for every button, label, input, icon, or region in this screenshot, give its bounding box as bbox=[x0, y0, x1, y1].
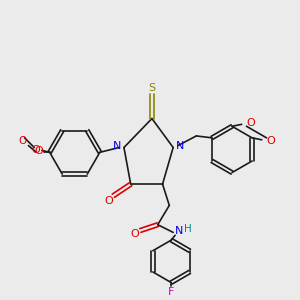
Text: O: O bbox=[104, 196, 113, 206]
Text: N: N bbox=[113, 141, 122, 151]
Text: H: H bbox=[184, 224, 191, 233]
Text: N: N bbox=[176, 141, 184, 151]
Text: O: O bbox=[130, 229, 139, 239]
Text: O: O bbox=[246, 118, 255, 128]
Text: O: O bbox=[32, 146, 40, 155]
Text: O: O bbox=[19, 136, 27, 146]
Text: N: N bbox=[175, 226, 183, 236]
Text: F: F bbox=[168, 287, 174, 297]
Text: S: S bbox=[148, 83, 155, 93]
Text: O: O bbox=[35, 146, 44, 156]
Text: O: O bbox=[266, 136, 275, 146]
